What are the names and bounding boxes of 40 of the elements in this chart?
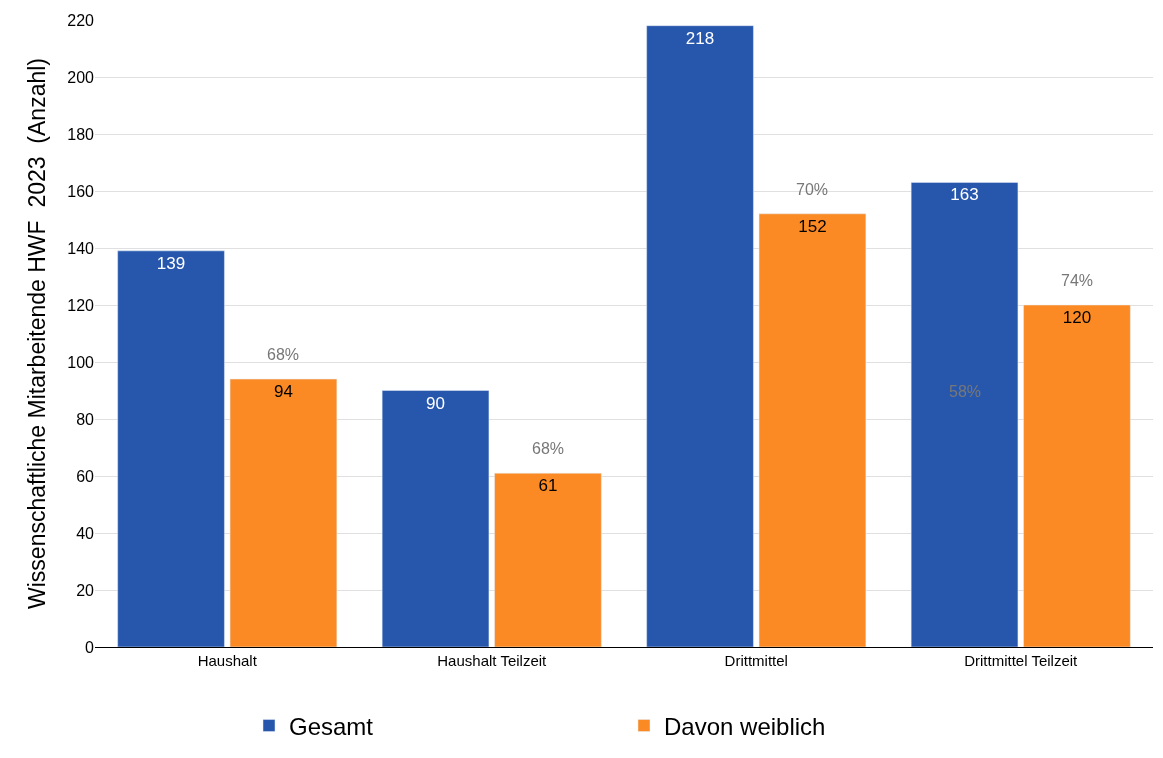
bar: [117, 250, 225, 647]
y-tick-label: 0: [85, 638, 95, 656]
y-tick-label: 120: [67, 296, 95, 314]
annotation: 68%: [532, 440, 565, 457]
bar: [646, 25, 754, 647]
data-label: 218: [685, 28, 715, 48]
legend-label: Davon weiblich: [664, 712, 826, 740]
y-tick-label: 100: [67, 353, 95, 371]
data-label: 61: [538, 476, 558, 496]
x-tick-label: Haushalt Teilzeit: [437, 652, 548, 669]
annotation: 70%: [796, 181, 829, 198]
data-label: 163: [950, 185, 979, 205]
y-tick-label: 200: [67, 68, 95, 86]
y-tick-label: 160: [67, 182, 95, 200]
y-tick-label: 220: [67, 11, 95, 29]
bar: [910, 182, 1019, 647]
y-tick-label: 40: [76, 524, 95, 542]
y-tick-label: 140: [67, 239, 95, 257]
bar: [758, 213, 867, 647]
bar: [494, 472, 602, 647]
annotation: 58%: [949, 383, 982, 400]
x-tick-label: Haushalt: [197, 652, 258, 669]
bar: [381, 390, 490, 647]
y-tick-label: 60: [76, 467, 95, 485]
y-axis-title: Wissenschaftliche Mitarbeitende HWF 2023 (Anzahl): [23, 58, 50, 609]
y-tick-label: 180: [67, 125, 95, 143]
legend-label: Gesamt: [289, 712, 374, 740]
data-label: 90: [426, 393, 446, 413]
bar: [229, 378, 338, 647]
y-tick-label: 80: [76, 410, 95, 428]
x-tick-label: Drittmittel Teilzeit: [964, 652, 1079, 669]
y-tick-label: 20: [76, 581, 95, 599]
annotation: 74%: [1061, 272, 1094, 289]
data-label: 139: [156, 253, 186, 273]
annotation: 68%: [267, 346, 300, 363]
x-tick-label: Drittmittel: [724, 652, 788, 669]
data-label: 94: [273, 382, 293, 402]
bar: [1023, 304, 1131, 647]
data-label: 152: [798, 216, 827, 236]
data-label: 120: [1062, 308, 1092, 327]
